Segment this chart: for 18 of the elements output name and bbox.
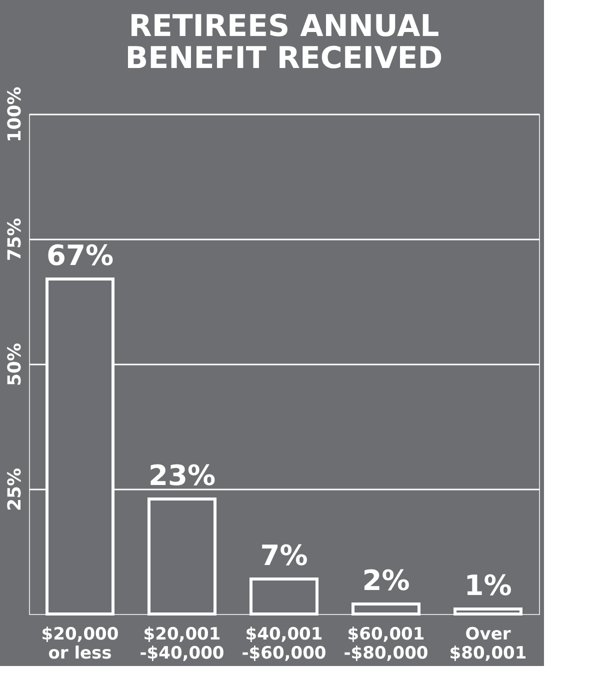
- data-label: 2%: [362, 564, 410, 597]
- data-label: 67%: [46, 239, 114, 272]
- bar: [148, 498, 216, 616]
- data-label: 23%: [148, 459, 216, 492]
- y-tick-label: 25%: [4, 468, 26, 512]
- x-tick-label: $20,001 -$40,000: [140, 624, 224, 664]
- y-tick-label: 50%: [4, 342, 26, 386]
- bar: [454, 608, 522, 616]
- x-tick-label: $60,001 -$80,000: [344, 624, 428, 664]
- x-tick-label: $40,001 -$60,000: [242, 624, 326, 664]
- data-label: 7%: [260, 539, 308, 572]
- x-tick-label: Over $80,001: [449, 624, 527, 664]
- bar: [352, 602, 420, 616]
- data-label: 1%: [464, 569, 512, 602]
- y-tick-label: 100%: [4, 86, 26, 142]
- y-tick-label: 75%: [4, 218, 26, 262]
- x-tick-label: $20,000 or less: [41, 624, 119, 664]
- bar: [250, 578, 318, 616]
